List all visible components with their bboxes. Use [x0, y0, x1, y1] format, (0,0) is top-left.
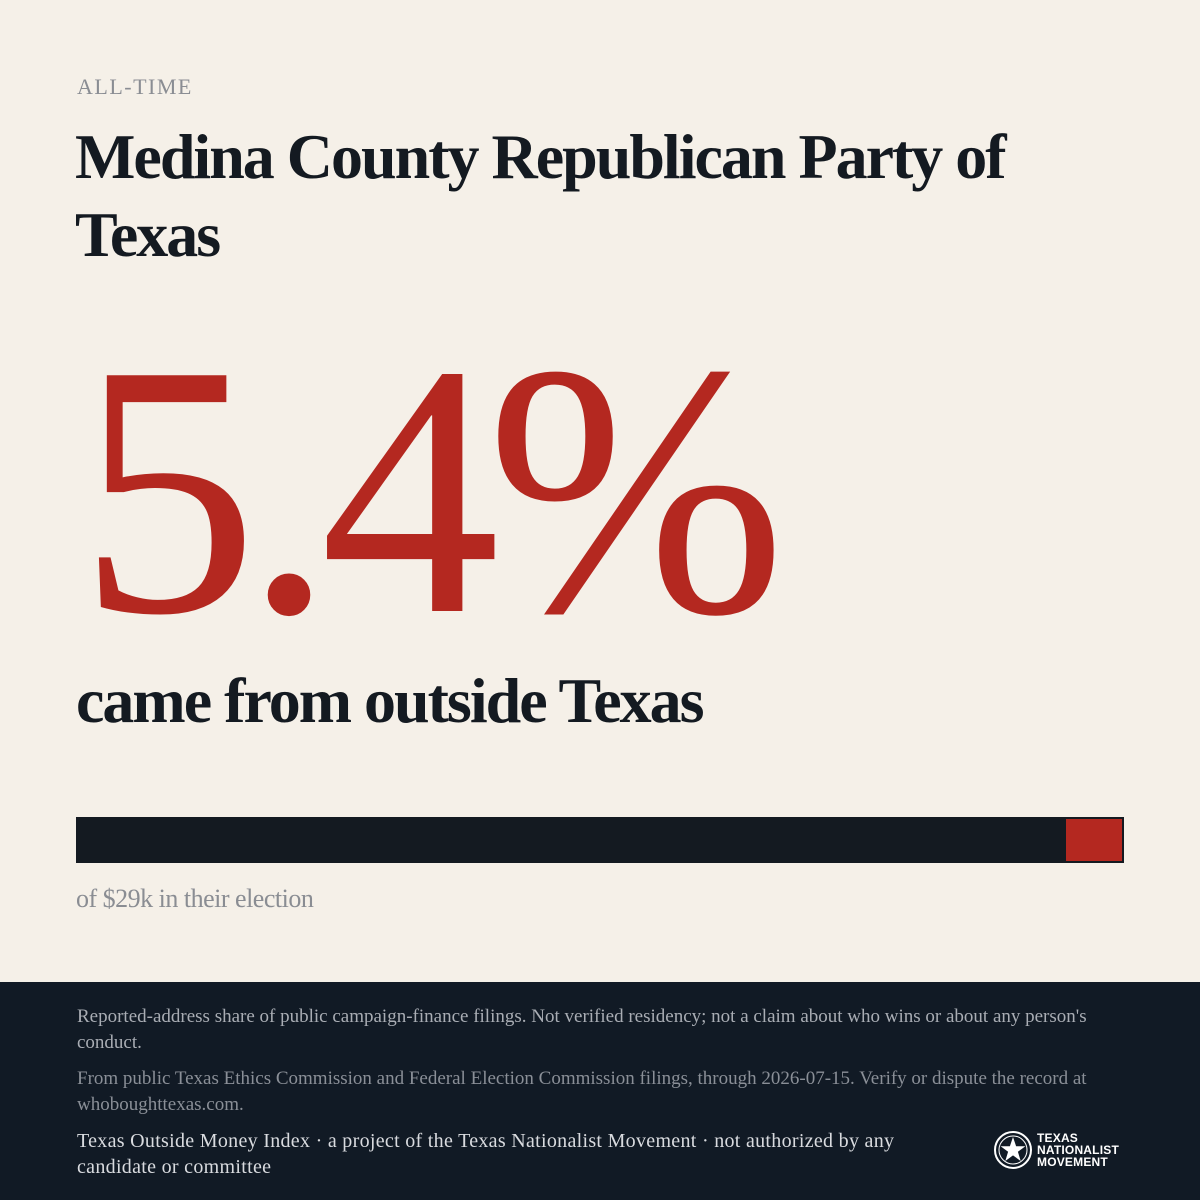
outside-share-subhead: came from outside Texas [76, 665, 705, 736]
eyebrow-label: ALL-TIME [77, 74, 193, 99]
main-panel: ALL-TIME Medina County Republican Party … [75, 74, 1124, 913]
logo-line-2: NATIONALIST [1037, 1143, 1119, 1157]
outside-share-value: 5.4% [78, 290, 786, 689]
page-title: Medina County Republican Party of Texas [75, 121, 1007, 270]
share-bar-fill-outside [1065, 819, 1122, 861]
source-text: From public Texas Ethics Commission and … [77, 1068, 1087, 1115]
credit-text: Texas Outside Money Index · a project of… [77, 1130, 895, 1178]
star-seal-icon [994, 1131, 1032, 1169]
disclaimer-text: Reported-address share of public campaig… [77, 1006, 1087, 1053]
share-bar [76, 817, 1124, 863]
logo-line-3: MOVEMENT [1037, 1155, 1108, 1169]
footer: Reported-address share of public campaig… [0, 982, 1200, 1200]
tnm-logo: TEXAS NATIONALIST MOVEMENT [993, 1130, 1119, 1170]
total-caption: of $29k in their election [76, 884, 314, 913]
logo-line-1: TEXAS [1037, 1131, 1079, 1145]
